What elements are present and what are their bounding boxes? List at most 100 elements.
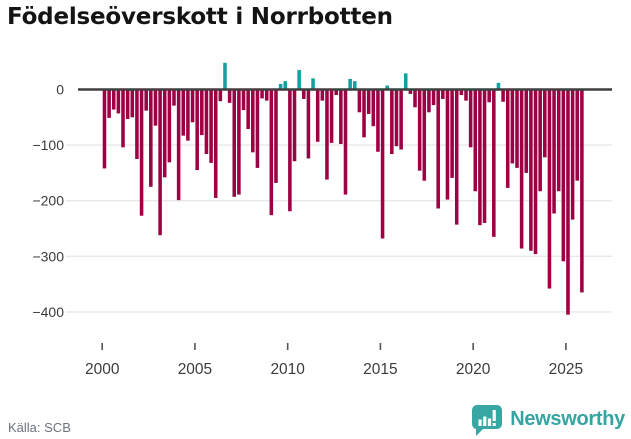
- bar-2014-q3: [371, 89, 376, 127]
- bar-2016-q3: [408, 89, 413, 94]
- bar-2020-q3: [482, 89, 487, 223]
- logo-exclamation-bar: [492, 410, 496, 421]
- bar-2003-q3: [167, 89, 172, 163]
- y-tick-label: −200: [32, 193, 64, 209]
- bar-2008-q4: [264, 89, 269, 101]
- bar-2017-q3: [427, 89, 431, 113]
- bar-2018-q2: [441, 89, 445, 99]
- bar-2021-q3: [501, 89, 505, 102]
- bar-2010-q3: [297, 70, 301, 90]
- bar-2023-q3: [538, 89, 542, 192]
- bar-2024-q3: [556, 89, 561, 192]
- bar-2014-q2: [366, 89, 371, 114]
- x-tick-label: 2015: [363, 361, 397, 378]
- bar-2020-q2: [478, 89, 482, 226]
- bar-2014-q4: [376, 89, 380, 152]
- y-tick-label: −300: [32, 248, 64, 264]
- bar-2009-q3: [278, 83, 283, 90]
- bar-2011-q3: [315, 89, 320, 142]
- bar-2013-q3: [352, 81, 357, 90]
- y-tick-label: 0: [56, 82, 64, 98]
- bar-2002-q1: [139, 89, 144, 216]
- logo-exclamation-dot: [492, 423, 496, 426]
- bar-2019-q3: [464, 89, 468, 101]
- bar-2022-q3: [519, 89, 524, 249]
- bar-2024-q2: [552, 89, 556, 214]
- bar-2003-q4: [172, 89, 176, 106]
- bar-2006-q3: [223, 62, 227, 90]
- x-tick-label: 2000: [85, 361, 120, 378]
- bar-2024-q1: [547, 89, 552, 289]
- bar-2025-q4: [580, 89, 584, 293]
- bar-2009-q1: [269, 89, 274, 216]
- bar-2018-q4: [450, 89, 454, 178]
- brand-name: Newsworthy: [510, 408, 625, 430]
- x-tick-label: 2020: [456, 361, 491, 378]
- bar-2017-q2: [422, 89, 427, 181]
- bar-2025-q1: [566, 89, 570, 315]
- bar-2013-q4: [357, 89, 362, 113]
- bar-2005-q1: [195, 89, 199, 171]
- bar-2009-q2: [274, 89, 278, 183]
- brand-footer: Newsworthy: [471, 403, 625, 436]
- bar-2015-q4: [394, 89, 399, 147]
- x-tick-label: 2005: [178, 361, 212, 378]
- bar-2000-q3: [111, 89, 116, 110]
- bar-2022-q1: [510, 89, 515, 164]
- bar-2004-q3: [186, 89, 190, 141]
- bar-2003-q2: [162, 89, 167, 178]
- bar-2012-q4: [339, 89, 343, 144]
- bar-2001-q4: [135, 89, 139, 159]
- bar-2007-q4: [246, 89, 250, 129]
- bar-2018-q1: [436, 89, 440, 209]
- bar-2012-q1: [325, 89, 329, 180]
- bar-2003-q1: [158, 89, 162, 236]
- bar-2008-q2: [255, 89, 260, 168]
- logo-bar-2: [483, 416, 487, 426]
- bar-2025-q3: [575, 89, 580, 181]
- bar-2004-q4: [190, 89, 195, 123]
- bar-2010-q4: [302, 89, 306, 99]
- bar-2010-q2: [292, 89, 297, 162]
- bar-2008-q1: [251, 89, 255, 153]
- bar-2021-q4: [505, 89, 510, 188]
- bar-2008-q3: [260, 89, 264, 99]
- bar-2005-q2: [200, 89, 204, 136]
- bar-2005-q3: [204, 89, 209, 154]
- bar-2015-q1: [380, 89, 385, 239]
- bar-2001-q1: [121, 89, 125, 148]
- bar-2023-q4: [543, 89, 547, 158]
- bar-2000-q4: [116, 89, 121, 114]
- bar-2002-q4: [153, 89, 158, 126]
- bar-2016-q4: [413, 89, 417, 108]
- bar-2019-q1: [454, 89, 459, 225]
- bar-2019-q4: [468, 89, 473, 148]
- logo-bubble: [472, 405, 503, 436]
- bar-2007-q1: [232, 89, 237, 197]
- bar-2017-q1: [417, 89, 422, 171]
- bar-2006-q2: [218, 89, 223, 102]
- bar-2007-q3: [241, 89, 246, 111]
- bar-2007-q2: [237, 89, 241, 195]
- bar-2000-q1: [102, 89, 107, 169]
- source-note: Källa: SCB: [8, 420, 71, 435]
- bar-2014-q1: [362, 89, 366, 138]
- bar-2012-q3: [334, 89, 338, 96]
- bar-2005-q4: [209, 89, 213, 163]
- bar-2006-q1: [213, 89, 218, 198]
- bar-2019-q2: [459, 89, 464, 96]
- bar-2011-q1: [306, 89, 311, 159]
- birth-surplus-chart: 0 −100 −200 −300 −400 2000 2005 2010 2015 2020 202…: [32, 62, 612, 378]
- bar-2023-q1: [529, 89, 533, 251]
- bar-2020-q1: [473, 89, 478, 192]
- bar-2001-q2: [125, 89, 130, 119]
- bar-2023-q2: [533, 89, 538, 255]
- bar-2024-q4: [561, 89, 566, 262]
- logo-bar-3: [488, 418, 492, 426]
- bar-2000-q2: [107, 89, 111, 118]
- bar-2022-q4: [524, 89, 529, 173]
- bar-2010-q1: [288, 89, 292, 212]
- bar-2015-q3: [390, 89, 394, 154]
- bar-2013-q1: [343, 89, 348, 195]
